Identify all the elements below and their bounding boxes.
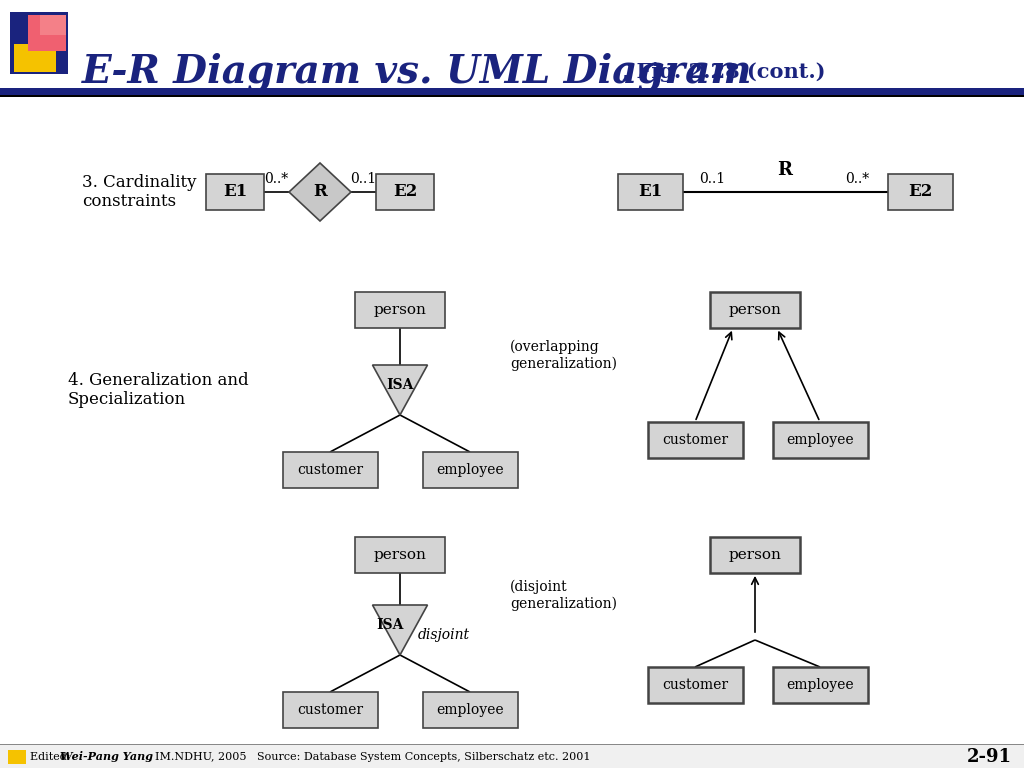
Text: E1: E1 — [638, 184, 663, 200]
Text: person: person — [374, 303, 426, 317]
Text: E1: E1 — [223, 184, 247, 200]
Polygon shape — [373, 365, 427, 415]
Text: person: person — [728, 303, 781, 317]
Bar — [888, 174, 952, 210]
Text: person: person — [728, 548, 781, 562]
Text: employee: employee — [786, 678, 854, 692]
Bar — [8, 750, 26, 764]
Text: (overlapping
generalization): (overlapping generalization) — [510, 339, 617, 370]
Bar — [0, 745, 1024, 768]
Bar — [710, 292, 800, 328]
Text: disjoint: disjoint — [418, 628, 470, 642]
Text: ISA: ISA — [376, 618, 403, 632]
Bar — [355, 292, 445, 328]
Bar — [772, 422, 867, 458]
Text: employee: employee — [786, 433, 854, 447]
Text: ISA: ISA — [386, 378, 414, 392]
Bar — [423, 692, 517, 728]
Text: Edited:: Edited: — [30, 752, 74, 762]
Text: employee: employee — [436, 463, 504, 477]
Text: R: R — [313, 184, 327, 200]
Bar — [772, 667, 867, 703]
Text: (disjoint
generalization): (disjoint generalization) — [510, 580, 617, 611]
Bar — [647, 422, 742, 458]
Text: 0..1: 0..1 — [699, 172, 726, 186]
Text: 0..*: 0..* — [264, 172, 289, 186]
Polygon shape — [289, 163, 351, 221]
Bar — [40, 15, 66, 35]
Text: 4. Generalization and
Specialization: 4. Generalization and Specialization — [68, 372, 249, 409]
Bar — [10, 12, 68, 74]
Text: customer: customer — [662, 433, 728, 447]
Bar — [423, 452, 517, 488]
Text: R: R — [777, 161, 793, 179]
Bar — [283, 452, 378, 488]
Text: Wei-Pang Yang: Wei-Pang Yang — [60, 752, 153, 763]
Text: , Fig. 2.28 (cont.): , Fig. 2.28 (cont.) — [622, 62, 825, 82]
Text: E2: E2 — [393, 184, 417, 200]
Bar — [14, 44, 56, 72]
Bar — [710, 537, 800, 573]
Text: 3. Cardinality
constraints: 3. Cardinality constraints — [82, 174, 197, 210]
Bar — [206, 174, 264, 210]
Text: E-R Diagram vs. UML Diagram: E-R Diagram vs. UML Diagram — [82, 53, 753, 91]
Text: person: person — [374, 548, 426, 562]
Text: customer: customer — [297, 463, 364, 477]
Text: 0..1: 0..1 — [350, 172, 377, 186]
Text: 2-91: 2-91 — [967, 748, 1012, 766]
Bar — [617, 174, 683, 210]
Polygon shape — [373, 605, 427, 655]
Text: customer: customer — [297, 703, 364, 717]
Bar — [283, 692, 378, 728]
Bar — [28, 15, 66, 51]
Text: , IM.NDHU, 2005   Source: Database System Concepts, Silberschatz etc. 2001: , IM.NDHU, 2005 Source: Database System … — [148, 752, 591, 762]
Bar — [0, 95, 1024, 97]
Bar — [0, 88, 1024, 95]
Bar — [647, 667, 742, 703]
Text: employee: employee — [436, 703, 504, 717]
Bar — [0, 744, 1024, 745]
Text: customer: customer — [662, 678, 728, 692]
Bar — [355, 537, 445, 573]
Bar — [376, 174, 434, 210]
Text: 0..*: 0..* — [846, 172, 869, 186]
Text: E2: E2 — [908, 184, 932, 200]
